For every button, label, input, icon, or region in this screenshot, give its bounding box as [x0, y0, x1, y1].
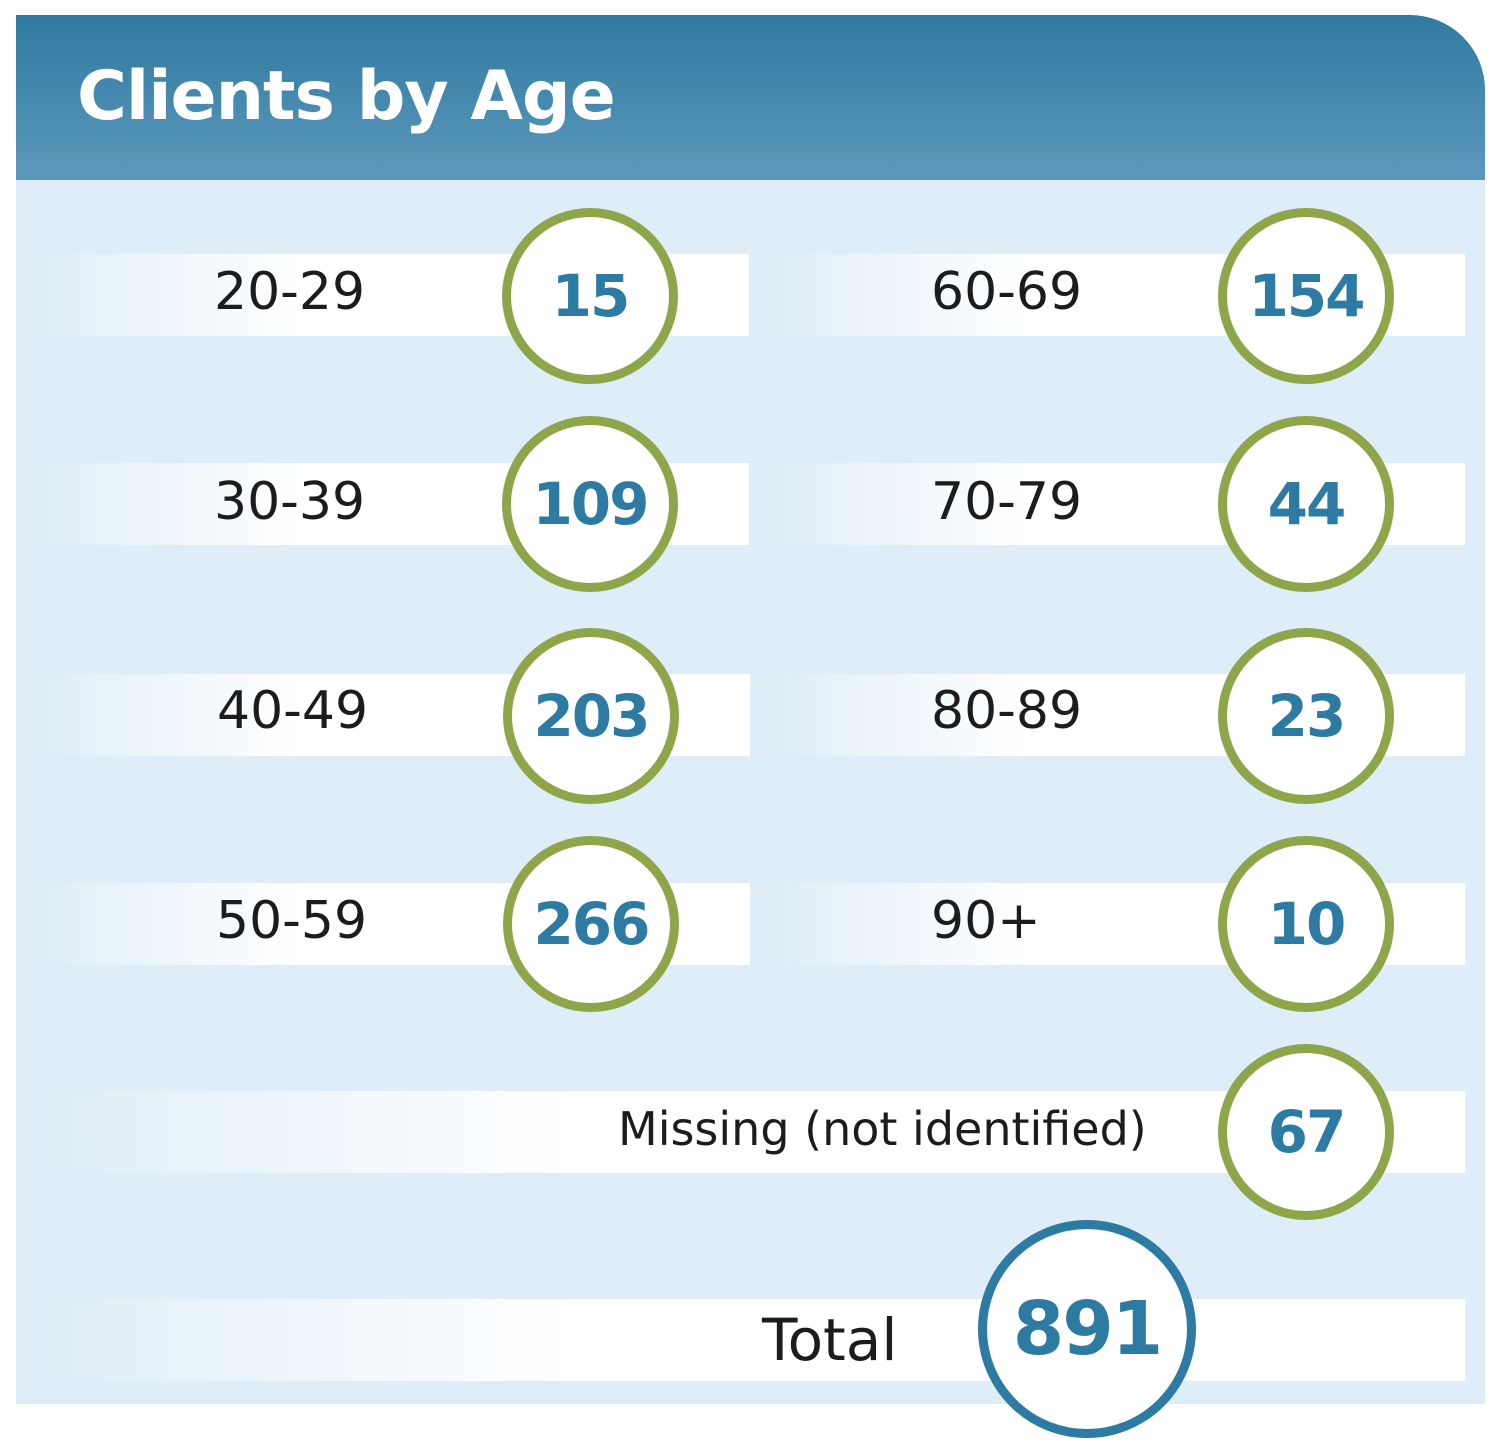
count-value-40-49: 203	[533, 682, 650, 750]
count-circle-30-39: 109	[502, 416, 678, 592]
age-label-60-69: 60-69	[931, 262, 1083, 322]
age-label-70-79: 70-79	[931, 472, 1083, 532]
count-value-missing: 67	[1267, 1098, 1347, 1166]
count-circle-50-59: 266	[503, 836, 679, 1012]
age-label-20-29: 20-29	[214, 262, 366, 322]
count-circle-60-69: 154	[1218, 208, 1394, 384]
count-value-60-69: 154	[1248, 262, 1365, 330]
count-value-70-79: 44	[1267, 470, 1347, 538]
count-circle-90-plus: 10	[1218, 836, 1394, 1012]
count-circle-70-79: 44	[1218, 416, 1394, 592]
count-circle-missing: 67	[1218, 1044, 1394, 1220]
card-title: Clients by Age	[77, 57, 616, 136]
count-circle-40-49: 203	[503, 628, 679, 804]
age-label-80-89: 80-89	[931, 681, 1083, 741]
count-value-30-39: 109	[532, 470, 649, 538]
count-value-20-29: 15	[551, 262, 631, 330]
age-label-50-59: 50-59	[216, 891, 368, 951]
count-circle-20-29: 15	[502, 208, 678, 384]
age-label-30-39: 30-39	[214, 472, 366, 532]
row-strip-total	[30, 1299, 1465, 1381]
age-label-90-plus: 90+	[931, 891, 1041, 951]
total-circle: 891	[978, 1220, 1196, 1438]
card-header: Clients by Age	[16, 15, 1485, 180]
missing-label: Missing (not identified)	[618, 1102, 1147, 1156]
count-value-80-89: 23	[1267, 682, 1347, 750]
count-value-90-plus: 10	[1267, 890, 1347, 958]
count-value-50-59: 266	[533, 890, 650, 958]
total-label: Total	[762, 1306, 898, 1374]
age-label-40-49: 40-49	[217, 681, 369, 741]
count-circle-80-89: 23	[1218, 628, 1394, 804]
total-value: 891	[1012, 1286, 1163, 1372]
